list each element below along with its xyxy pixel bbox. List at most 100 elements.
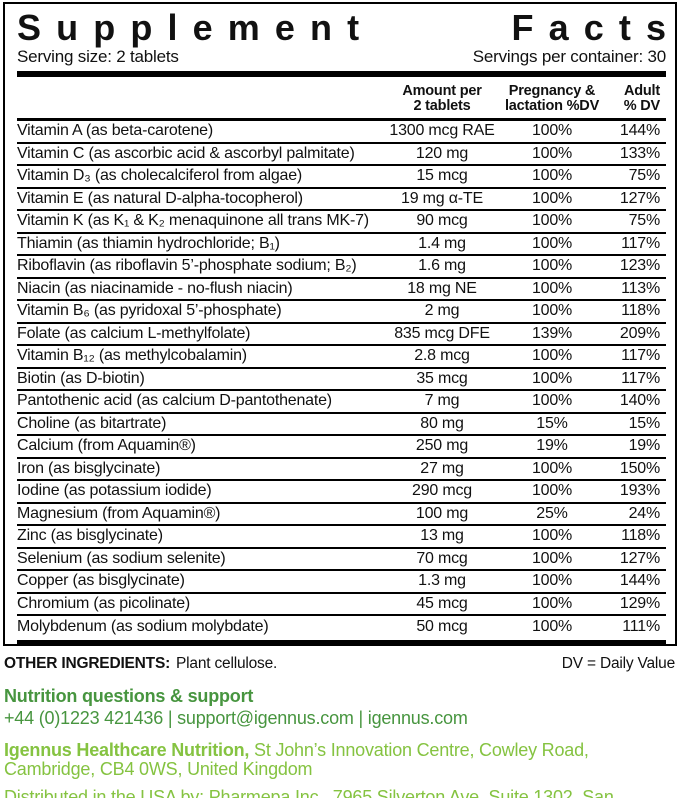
nutrient-adult-dv: 117%: [621, 347, 660, 365]
nutrient-name: Selenium (as sodium selenite): [17, 549, 226, 567]
supplement-facts-panel: Supplement Facts Serving size: 2 tablets…: [3, 2, 677, 646]
nutrient-amount: 2.8 mcg: [414, 347, 470, 365]
nutrient-adult-dv: 144%: [619, 572, 660, 590]
nutrient-row: Folate (as calcium L-methylfolate) 835 m…: [17, 324, 666, 346]
nutrient-pregnancy-dv: 100%: [531, 234, 573, 252]
nutrient-row: Chromium (as picolinate) 45 mcg 100% 129…: [17, 594, 666, 616]
nutrient-row: Zinc (as bisglycinate) 13 mg 100% 118%: [17, 526, 666, 549]
nutrient-adult-dv: 117%: [621, 234, 660, 252]
distributor-address: Distributed in the USA by: Pharmepa Inc.…: [4, 786, 614, 798]
nutrient-amount: 290 mcg: [412, 482, 472, 500]
nutrient-pregnancy-dv: 100%: [531, 257, 573, 275]
nutrient-pregnancy-dv: 100%: [531, 527, 573, 545]
nutrient-name: Vitamin K (as K₁ & K₂ menaquinone all tr…: [17, 212, 369, 230]
other-ingredients-label: OTHER INGREDIENTS:: [4, 654, 171, 672]
nutrient-name: Vitamin C (as ascorbic acid & ascorbyl p…: [17, 144, 355, 162]
nutrient-amount: 80 mg: [420, 414, 464, 432]
nutrient-row: Vitamin B₁₂ (as methylcobalamin) 2.8 mcg…: [17, 346, 666, 369]
nutrient-amount: 50 mcg: [416, 618, 468, 636]
nutrient-row: Vitamin C (as ascorbic acid & ascorbyl p…: [17, 144, 666, 166]
nutrient-adult-dv: 127%: [619, 189, 660, 207]
serving-size-text: Serving size: 2 tablets: [17, 47, 179, 66]
nutrient-name: Biotin (as D-biotin): [17, 369, 145, 387]
nutrient-name: Thiamin (as thiamin hydrochloride; B₁): [17, 234, 280, 252]
nutrient-row: Thiamin (as thiamin hydrochloride; B₁) 1…: [17, 234, 666, 256]
nutrient-adult-dv: 193%: [619, 482, 660, 500]
column-header-adult-line2: % DV: [623, 98, 660, 114]
nutrient-pregnancy-dv: 100%: [531, 144, 573, 162]
nutrient-name: Zinc (as bisglycinate): [17, 527, 163, 545]
other-ingredients-value: Plant cellulose.: [176, 654, 278, 672]
nutrient-pregnancy-dv: 100%: [531, 347, 573, 365]
column-header-amount: Amount per 2 tablets: [382, 84, 502, 114]
nutrient-name: Iodine (as potassium iodide): [17, 482, 212, 500]
nutrient-adult-dv: 15%: [628, 414, 661, 432]
nutrient-pregnancy-dv: 100%: [531, 392, 573, 410]
nutrient-pregnancy-dv: 100%: [531, 618, 573, 636]
contact-section: Nutrition questions & support +44 (0)122…: [4, 685, 675, 798]
nutrient-row: Calcium (from Aquamin®) 250 mg 19% 19%: [17, 436, 666, 459]
nutrient-amount: 90 mcg: [416, 212, 468, 230]
nutrient-name: Folate (as calcium L-methylfolate): [17, 324, 251, 342]
nutrient-amount: 835 mcg DFE: [394, 324, 490, 342]
dv-definition-note: DV = Daily Value: [561, 654, 675, 672]
nutrient-name: Vitamin D₃ (as cholecalciferol from alga…: [17, 167, 303, 185]
nutrient-pregnancy-dv: 100%: [531, 122, 573, 140]
nutrient-amount: 45 mcg: [416, 594, 468, 612]
nutrient-adult-dv: 133%: [619, 144, 660, 162]
nutrient-adult-dv: 150%: [619, 459, 660, 477]
nutrient-adult-dv: 118%: [621, 302, 660, 320]
panel-title-word-supplement: Supplement: [17, 7, 375, 48]
nutrient-pregnancy-dv: 100%: [531, 459, 573, 477]
nutrient-adult-dv: 117%: [621, 369, 660, 387]
nutrient-rows: Vitamin A (as beta-carotene) 1300 mcg RA…: [17, 121, 666, 639]
nutrient-name: Chromium (as picolinate): [17, 594, 191, 612]
contact-heading: Nutrition questions & support: [4, 685, 254, 706]
nutrient-row: Iron (as bisglycinate) 27 mg 100% 150%: [17, 459, 666, 481]
nutrient-adult-dv: 123%: [619, 257, 660, 275]
nutrient-amount: 1300 mcg RAE: [389, 122, 495, 140]
nutrient-amount: 19 mg α-TE: [401, 189, 483, 207]
nutrient-name: Copper (as bisglycinate): [17, 572, 185, 590]
column-header-adult-line1: Adult: [623, 83, 660, 99]
nutrient-row: Niacin (as niacinamide - no-flush niacin…: [17, 279, 666, 301]
nutrient-amount: 120 mg: [415, 144, 469, 162]
nutrient-name: Riboflavin (as riboflavin 5’-phosphate s…: [17, 257, 357, 275]
company-address-text: St John’s Innovation Centre, Cowley Road…: [4, 739, 589, 779]
nutrient-pregnancy-dv: 100%: [531, 279, 573, 297]
nutrient-amount: 1.4 mg: [418, 234, 466, 252]
nutrient-amount: 1.3 mg: [418, 572, 466, 590]
nutrient-amount: 70 mcg: [416, 549, 468, 567]
nutrient-pregnancy-dv: 25%: [536, 504, 568, 522]
nutrient-name: Niacin (as niacinamide - no-flush niacin…: [17, 279, 293, 297]
nutrient-amount: 7 mg: [424, 392, 460, 410]
nutrient-adult-dv: 19%: [628, 437, 661, 455]
company-address: Igennus Healthcare Nutrition, St John’s …: [4, 739, 649, 779]
other-ingredients: OTHER INGREDIENTS: Plant cellulose.: [4, 655, 277, 673]
nutrient-row: Choline (as bitartrate) 80 mg 15% 15%: [17, 414, 666, 436]
nutrient-row: Magnesium (from Aquamin®) 100 mg 25% 24%: [17, 504, 666, 526]
nutrient-pregnancy-dv: 100%: [531, 549, 573, 567]
nutrient-amount: 15 mcg: [416, 167, 468, 185]
nutrient-adult-dv: 144%: [619, 122, 660, 140]
nutrient-adult-dv: 140%: [619, 392, 660, 410]
nutrient-pregnancy-dv: 100%: [531, 302, 573, 320]
nutrient-pregnancy-dv: 100%: [531, 167, 573, 185]
nutrient-amount: 250 mg: [415, 437, 469, 455]
nutrient-row: Copper (as bisglycinate) 1.3 mg 100% 144…: [17, 571, 666, 594]
nutrient-adult-dv: 75%: [628, 167, 661, 185]
nutrient-pregnancy-dv: 100%: [531, 212, 573, 230]
nutrient-row: Riboflavin (as riboflavin 5’-phosphate s…: [17, 256, 666, 279]
nutrient-adult-dv: 111%: [622, 618, 660, 636]
nutrient-adult-dv: 118%: [621, 527, 660, 545]
column-header-amount-line1: Amount per: [402, 83, 482, 99]
nutrient-amount: 13 mg: [420, 527, 464, 545]
nutrient-name: Molybdenum (as sodium molybdate): [17, 618, 269, 636]
column-header-row: Amount per 2 tablets Pregnancy & lactati…: [17, 84, 666, 121]
nutrient-pregnancy-dv: 19%: [536, 437, 568, 455]
contact-details: +44 (0)1223 421436 | support@igennus.com…: [4, 707, 468, 728]
panel-title-word-facts: Facts: [511, 7, 679, 48]
nutrient-name: Choline (as bitartrate): [17, 414, 167, 432]
nutrient-name: Magnesium (from Aquamin®): [17, 504, 221, 522]
nutrient-amount: 18 mg NE: [407, 279, 477, 297]
